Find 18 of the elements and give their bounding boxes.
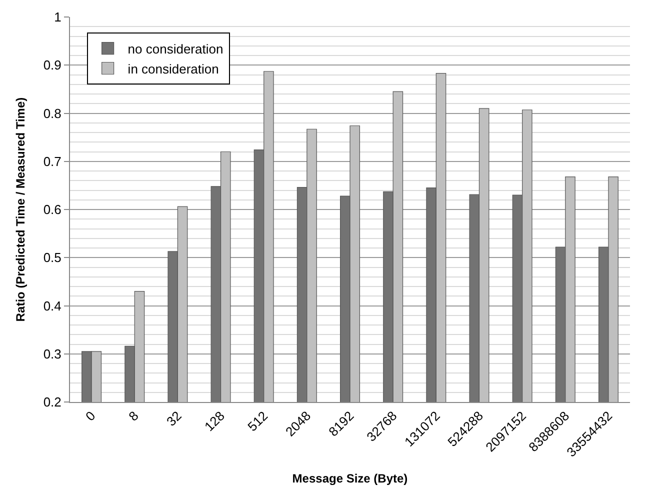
y-tick-label: 1 <box>54 10 62 25</box>
x-tick-label: 512 <box>244 408 271 434</box>
y-tick-label: 0.6 <box>43 202 62 218</box>
x-tick-label: 8 <box>126 408 142 424</box>
y-tick-label: 0.3 <box>43 346 62 362</box>
x-tick-label: 0 <box>82 408 98 424</box>
y-tick-label: 0.5 <box>43 250 62 266</box>
x-tick-label: 128 <box>202 408 228 434</box>
y-axis-title: Ratio (Predicted Time / Measured Time) <box>14 97 28 322</box>
y-tick-label: 0.8 <box>43 106 62 121</box>
legend-label: in consideration <box>128 61 219 76</box>
y-tick-label: 0.9 <box>43 58 62 73</box>
legend-label: no consideration <box>128 41 224 56</box>
x-tick-label: 32 <box>164 408 184 430</box>
y-tick-label: 0.4 <box>43 298 62 314</box>
y-tick-label: 0.7 <box>43 154 62 169</box>
y-tick-label: 0.2 <box>43 394 62 410</box>
x-axis-title: Message Size (Byte) <box>292 472 408 486</box>
